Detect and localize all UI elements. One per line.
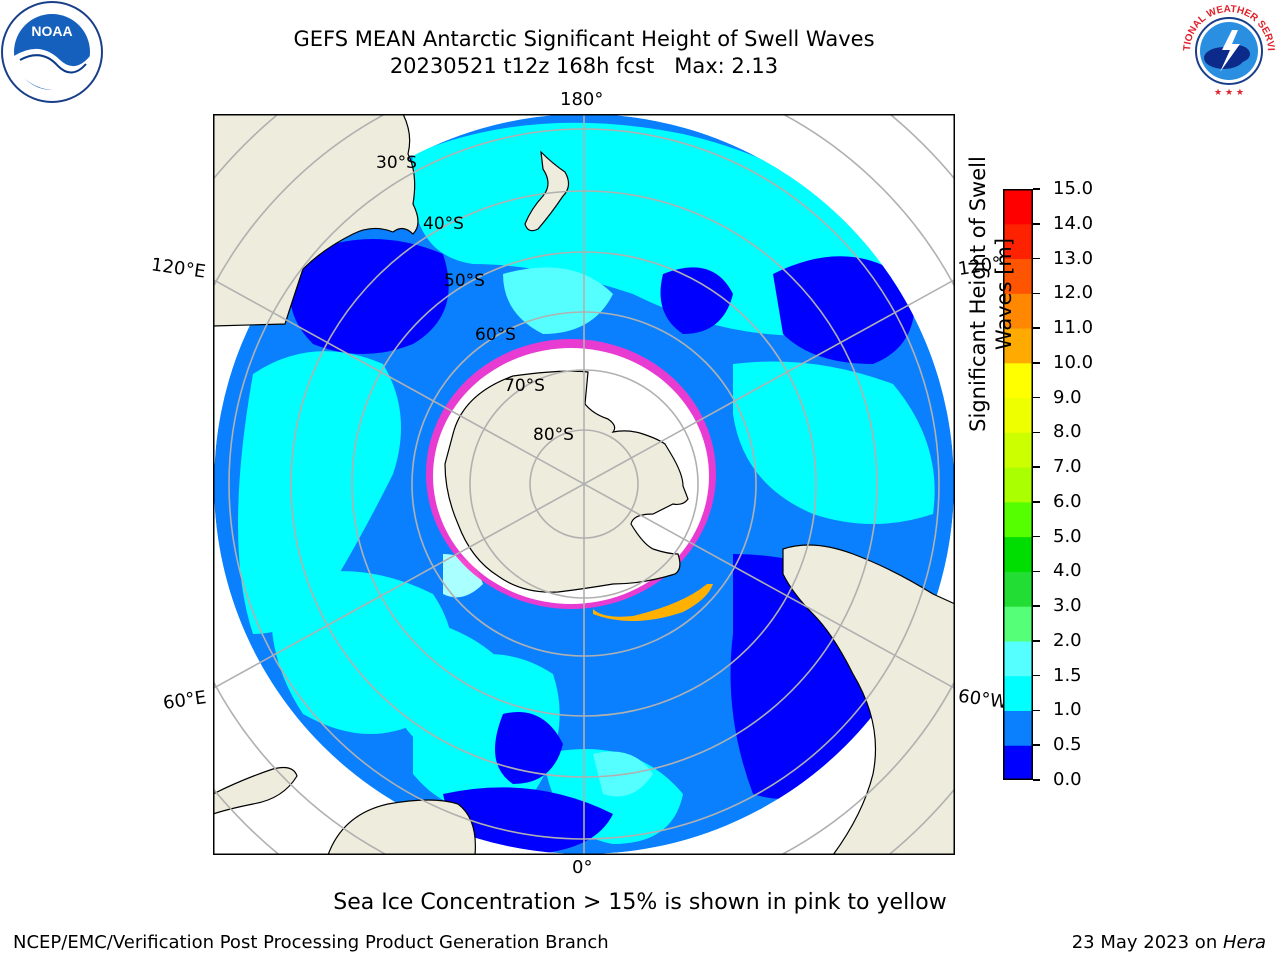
colorbar-tick-label: 1.5	[1053, 664, 1082, 686]
antarctica-land	[444, 370, 689, 593]
colorbar-band	[1003, 258, 1033, 294]
colorbar-tick-mark	[1033, 674, 1040, 677]
colorbar-band	[1003, 501, 1033, 538]
colorbar-tick-label: 4.0	[1053, 560, 1082, 582]
lon-label-60w: 60°W	[956, 685, 1009, 714]
lat-label-80: 80°S	[533, 425, 574, 445]
colorbar-tick-mark	[1033, 257, 1040, 260]
colorbar-band	[1003, 675, 1033, 711]
sea-ice-caption: Sea Ice Concentration > 15% is shown in …	[333, 890, 947, 915]
colorbar-tick-label: 3.0	[1053, 595, 1082, 617]
colorbar-band	[1003, 397, 1033, 433]
colorbar-tick-label: 11.0	[1053, 317, 1094, 339]
lat-label-30: 30°S	[376, 153, 417, 173]
colorbar-band	[1003, 745, 1033, 780]
colorbar-band	[1003, 189, 1033, 225]
colorbar-tick-label: 0.0	[1053, 769, 1082, 790]
colorbar-band	[1003, 362, 1033, 399]
colorbar-band	[1003, 223, 1033, 260]
colorbar-tick-mark	[1033, 779, 1040, 781]
colorbar-tick-mark	[1033, 709, 1040, 712]
colorbar-band	[1003, 432, 1033, 468]
south-america-land	[782, 544, 955, 855]
colorbar-tick-label: 14.0	[1053, 212, 1094, 234]
colorbar-tick-label: 6.0	[1053, 490, 1082, 512]
svg-text:NOAA: NOAA	[31, 23, 72, 39]
colorbar-tick-label: 7.0	[1053, 456, 1082, 478]
colorbar-tick-label: 10.0	[1053, 351, 1094, 373]
colorbar-tick-mark	[1033, 744, 1040, 746]
colorbar-tick-mark	[1033, 501, 1040, 503]
svg-text:★ ★ ★: ★ ★ ★	[1214, 88, 1244, 98]
lon-label-0: 0°	[572, 857, 593, 878]
colorbar-tick-label: 0.5	[1053, 734, 1082, 756]
polar-map: 30°S 40°S 50°S 60°S 70°S 80°S	[213, 114, 955, 855]
colorbar-tick-mark	[1033, 292, 1040, 295]
nws-logo: NATIONAL WEATHER SERVICE ★ ★ ★	[1178, 0, 1278, 100]
colorbar-band	[1003, 328, 1033, 364]
africa-land	[327, 799, 476, 855]
colorbar-title: Significant Height of Swell Waves [m]	[966, 156, 1016, 432]
colorbar-band	[1003, 293, 1033, 329]
colorbar-tick-mark	[1033, 396, 1040, 399]
new-zealand-land	[524, 150, 570, 232]
colorbar-tick-label: 1.0	[1053, 699, 1082, 721]
colorbar-tick-label: 8.0	[1053, 421, 1082, 443]
footer-branch: NCEP/EMC/Verification Post Processing Pr…	[13, 932, 609, 953]
colorbar-band	[1003, 640, 1033, 677]
lon-label-60e: 60°E	[161, 687, 208, 714]
colorbar-tick-label: 13.0	[1053, 247, 1094, 269]
colorbar-tick-mark	[1033, 223, 1040, 225]
colorbar-tick-label: 5.0	[1053, 525, 1082, 547]
lat-label-50: 50°S	[444, 271, 485, 291]
madagascar-land	[213, 766, 298, 815]
colorbar-tick-label: 12.0	[1053, 282, 1094, 304]
colorbar-tick-mark	[1033, 188, 1040, 190]
chart-subtitle: 20230521 t12z 168h fcst Max: 2.13	[389, 54, 779, 78]
map-border	[213, 114, 955, 855]
graticule	[213, 114, 955, 855]
colorbar-tick-label: 15.0	[1053, 178, 1094, 199]
colorbar-band	[1003, 606, 1033, 642]
lat-label-60: 60°S	[475, 325, 516, 345]
lon-label-120e: 120°E	[149, 254, 207, 283]
colorbar-tick-mark	[1033, 640, 1040, 642]
colorbar	[1003, 189, 1033, 780]
colorbar-band	[1003, 467, 1033, 503]
footer-date: 23 May 2023 on Hera	[1071, 932, 1266, 953]
colorbar-band	[1003, 571, 1033, 607]
australia-land	[213, 114, 419, 327]
noaa-logo: NOAA	[1, 1, 103, 103]
lat-label-70: 70°S	[504, 376, 545, 396]
colorbar-tick-mark	[1033, 431, 1040, 434]
colorbar-tick-mark	[1033, 466, 1040, 468]
colorbar-tick-mark	[1033, 362, 1040, 364]
colorbar-tick-mark	[1033, 605, 1040, 607]
colorbar-band	[1003, 710, 1033, 746]
colorbar-tick-mark	[1033, 570, 1040, 573]
colorbar-tick-label: 2.0	[1053, 629, 1082, 651]
colorbar-band	[1003, 536, 1033, 572]
lon-label-180: 180°	[560, 89, 604, 110]
lat-label-40: 40°S	[423, 214, 464, 234]
colorbar-tick-label: 9.0	[1053, 386, 1082, 408]
colorbar-tick-mark	[1033, 327, 1040, 329]
colorbar-tick-mark	[1033, 535, 1040, 538]
chart-title: GEFS MEAN Antarctic Significant Height o…	[293, 27, 875, 51]
